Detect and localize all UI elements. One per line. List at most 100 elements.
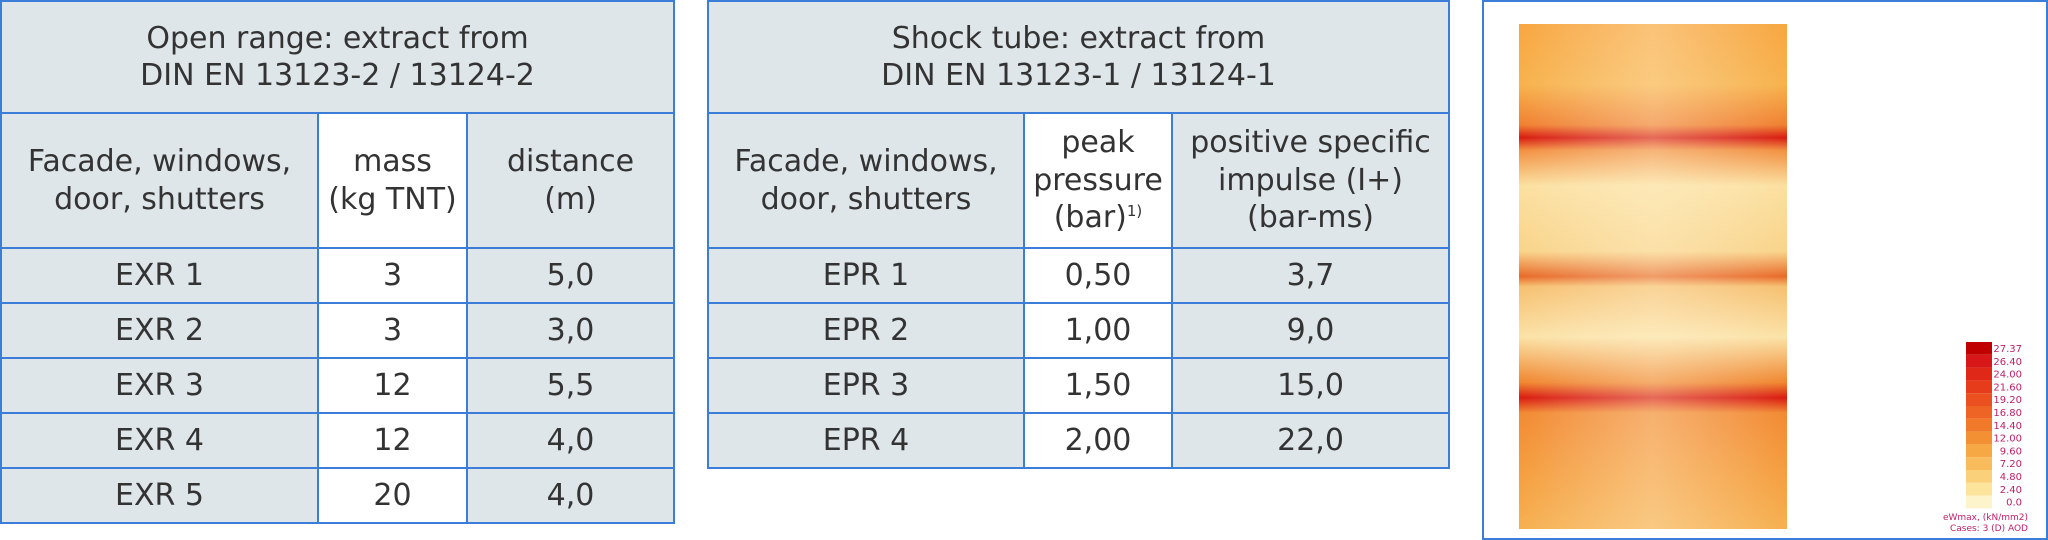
cell: 9,0 (1170, 302, 1451, 359)
legend-label: 24.00 (1993, 370, 2022, 381)
header-line: pressure (1025, 162, 1171, 200)
header-cell: distance (m) (465, 112, 676, 249)
legend-label: 19.20 (1993, 395, 2022, 406)
legend-label: 12.00 (1993, 434, 2022, 445)
legend-swatch (1966, 482, 1992, 496)
legend-swatch (1966, 418, 1992, 432)
legend-swatch (1966, 444, 1992, 458)
cell: EXR 3 (0, 357, 319, 414)
legend-swatch (1966, 495, 1992, 509)
cell: 12 (317, 357, 468, 414)
header-text: pressure (1033, 162, 1163, 198)
legend-label: 16.80 (1993, 408, 2022, 419)
legend-caption: eWmax, (kN/mm2) (1943, 513, 2028, 523)
header-line: positive specific (1173, 124, 1448, 162)
legend-label: 21.60 (1993, 382, 2022, 393)
legend-swatch (1966, 342, 1992, 355)
header-row: Facade, windows, door, shutters mass (kg TN… (0, 112, 676, 249)
header-cell: peak pressure (bar)1) (1023, 112, 1173, 249)
header-text: mass (353, 144, 432, 179)
data-row: EXR 2 3 3,0 (0, 302, 676, 359)
header-line: (bar)1) (1025, 199, 1171, 237)
cell: 1,50 (1023, 357, 1173, 414)
cell: 5,5 (465, 357, 676, 414)
legend-label: 9.60 (2000, 446, 2022, 457)
footnote-mark: 1) (1126, 202, 1143, 221)
data-row: EXR 5 20 4,0 (0, 467, 676, 524)
header-text: positive specific (1190, 125, 1431, 161)
title-line: DIN EN 13123-2 / 13124-2 (140, 58, 535, 93)
header-line: door, shutters (709, 181, 1023, 219)
data-row: EXR 1 3 5,0 (0, 247, 676, 304)
shock-tube-table: Shock tube: extract from DIN EN 13123-1 /… (706, 0, 1451, 469)
header-text: door, shutters (54, 181, 265, 217)
legend-swatch (1966, 393, 1992, 406)
data-row: EPR 4 2,00 22,0 (707, 412, 1451, 469)
header-text: (bar-ms) (1247, 200, 1374, 236)
title-line: DIN EN 13123-1 / 13124-1 (881, 58, 1276, 93)
cell: EXR 2 (0, 302, 319, 359)
header-text: distance (506, 144, 635, 179)
table-title: Shock tube: extract from DIN EN 13123-1 /… (706, 0, 1451, 114)
header-text: (m) (544, 181, 597, 217)
header-cell: Facade, windows, door, shutters (0, 112, 319, 249)
legend-swatch (1966, 470, 1992, 483)
cell: 22,0 (1170, 412, 1451, 469)
header-text: Facade, windows, (27, 144, 292, 179)
legend-swatch (1966, 367, 1992, 381)
beam-shade (1519, 24, 1787, 529)
legend-label: 4.80 (2000, 472, 2022, 483)
cell: EPR 4 (707, 412, 1025, 469)
cell: 5,0 (465, 247, 676, 304)
cell: EPR 2 (707, 302, 1025, 359)
header-cell: Facade, windows, door, shutters (707, 112, 1025, 249)
legend-caption: Cases: 3 (D) AOD (1950, 524, 2028, 534)
header-line: impulse (I+) (1173, 162, 1448, 200)
legend-swatch (1966, 457, 1992, 470)
header-text: (bar) (1053, 200, 1127, 236)
cell: 3 (317, 247, 468, 304)
data-row: EXR 4 12 4,0 (0, 412, 676, 469)
title-row: Open range: extract from DIN EN 13123-2 /… (0, 0, 676, 114)
legend-swatch (1966, 431, 1992, 445)
cell: EXR 1 (0, 247, 319, 304)
data-row: EPR 1 0,50 3,7 (707, 247, 1451, 304)
legend-label: 27.37 (1993, 344, 2022, 355)
header-line: (m) (468, 181, 673, 219)
cell: 4,0 (465, 412, 676, 469)
legend-label: 26.40 (1993, 357, 2022, 368)
cell: 3,7 (1170, 247, 1451, 304)
cell: 3 (317, 302, 468, 359)
header-row: Facade, windows, door, shutters peak pressu… (707, 112, 1451, 249)
legend-swatch (1966, 354, 1992, 368)
title-row: Shock tube: extract from DIN EN 13123-1 /… (706, 0, 1451, 114)
cell: EPR 1 (707, 247, 1025, 304)
title-line: Shock tube: extract from (891, 20, 1266, 56)
header-line: Facade, windows, (2, 143, 317, 181)
legend-label: 7.20 (2000, 459, 2022, 470)
header-line: distance (468, 143, 673, 181)
header-line: door, shutters (2, 181, 317, 219)
header-text: Facade, windows, (734, 144, 998, 179)
cell: 15,0 (1170, 357, 1451, 414)
cell: 1,00 (1023, 302, 1173, 359)
cell: 20 (317, 467, 468, 524)
cell: 0,50 (1023, 247, 1173, 304)
header-line: peak (1025, 124, 1171, 162)
header-cell: positive specific impulse (I+) (bar-ms) (1170, 112, 1451, 249)
header-line: Facade, windows, (709, 143, 1023, 181)
header-cell: mass (kg TNT) (317, 112, 468, 249)
header-text: door, shutters (760, 181, 972, 217)
data-row: EPR 3 1,50 15,0 (707, 357, 1451, 414)
header-text: impulse (I+) (1218, 162, 1403, 198)
cell: 4,0 (465, 467, 676, 524)
title-line: Open range: extract from (146, 20, 529, 56)
cell: 12 (317, 412, 468, 469)
legend-label: 2.40 (2000, 485, 2022, 496)
legend-swatch (1966, 406, 1992, 419)
cell: 2,00 (1023, 412, 1173, 469)
data-row: EXR 3 12 5,5 (0, 357, 676, 414)
cell: 3,0 (465, 302, 676, 359)
